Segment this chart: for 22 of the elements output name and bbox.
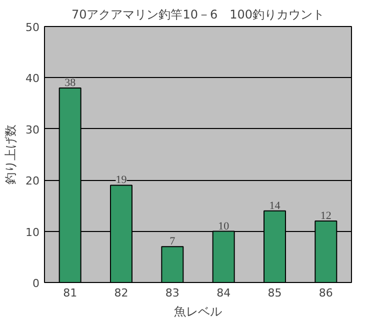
y-tick-label: 40 — [26, 72, 40, 86]
y-tick-label: 0 — [32, 277, 40, 290]
x-tick-label: 81 — [63, 286, 78, 300]
y-tick-label: 10 — [26, 226, 40, 239]
data-label: 14 — [269, 200, 281, 212]
chart-title: 70アクアマリン釣竿10－6 100釣りカウント — [71, 8, 325, 22]
data-label: 38 — [64, 76, 76, 89]
y-tick-label: 20 — [26, 174, 40, 188]
data-label: 7 — [170, 236, 176, 248]
data-label: 19 — [116, 174, 128, 186]
x-tick-label: 82 — [114, 286, 128, 300]
data-label: 10 — [218, 220, 230, 232]
y-tick-label: 30 — [26, 123, 40, 136]
y-axis-title: 釣り上げ数 — [4, 124, 18, 184]
y-tick-label: 50 — [26, 21, 40, 34]
x-tick-label: 86 — [318, 286, 333, 300]
x-tick-label: 83 — [165, 286, 180, 300]
bar — [161, 246, 184, 282]
x-axis-title: 魚レベル — [174, 304, 222, 318]
x-tick-label: 85 — [268, 286, 282, 300]
data-label: 12 — [320, 210, 332, 222]
x-tick-label: 84 — [216, 286, 231, 300]
